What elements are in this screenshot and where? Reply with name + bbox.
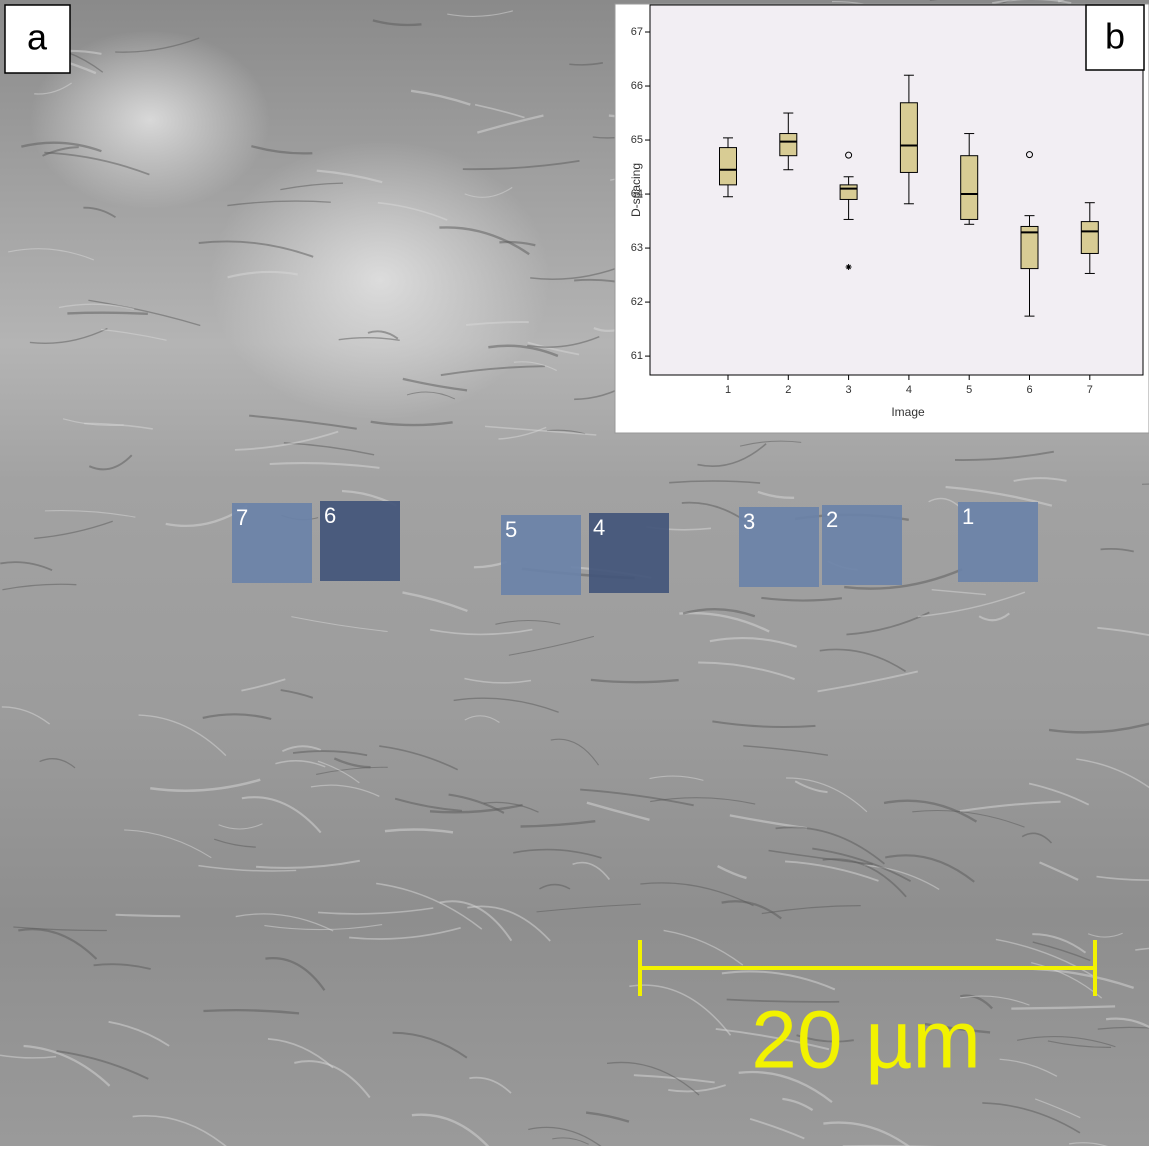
y-axis-label: D-spacing xyxy=(629,163,643,217)
y-tick-label: 65 xyxy=(631,134,643,146)
y-tick-label: 67 xyxy=(631,26,643,38)
x-tick-label: 5 xyxy=(966,384,972,396)
region-label: 1 xyxy=(962,504,974,529)
box xyxy=(1081,222,1098,254)
scale-label: 20 µm xyxy=(751,995,981,1086)
region-label: 4 xyxy=(593,515,605,540)
y-tick-label: 66 xyxy=(631,80,643,92)
x-tick-label: 6 xyxy=(1026,384,1032,396)
y-tick-label: 63 xyxy=(631,242,643,254)
box xyxy=(900,103,917,173)
y-tick-label: 61 xyxy=(631,350,643,362)
region-label: 7 xyxy=(236,505,248,530)
figure: 1234567 20 µm a 616263646566671234567 Im… xyxy=(0,0,1149,1146)
region-label: 2 xyxy=(826,507,838,532)
box xyxy=(961,156,978,220)
x-tick-label: 7 xyxy=(1087,384,1093,396)
box xyxy=(720,148,737,185)
x-tick-label: 2 xyxy=(785,384,791,396)
plot-area xyxy=(650,5,1143,375)
x-tick-label: 3 xyxy=(846,384,852,396)
x-axis-label: Image xyxy=(891,405,925,419)
region-label: 5 xyxy=(505,517,517,542)
region-label: 6 xyxy=(324,503,336,528)
x-tick-label: 4 xyxy=(906,384,912,396)
box xyxy=(840,185,857,200)
box xyxy=(780,134,797,156)
panel-label: b xyxy=(1105,16,1125,57)
panel-label: a xyxy=(27,17,48,58)
region-label: 3 xyxy=(743,509,755,534)
y-tick-label: 62 xyxy=(631,296,643,308)
fibre xyxy=(67,313,147,314)
page: {"panel_labels": {"a": "a", "b": "b"}, "… xyxy=(0,0,1149,1151)
x-tick-label: 1 xyxy=(725,384,731,396)
